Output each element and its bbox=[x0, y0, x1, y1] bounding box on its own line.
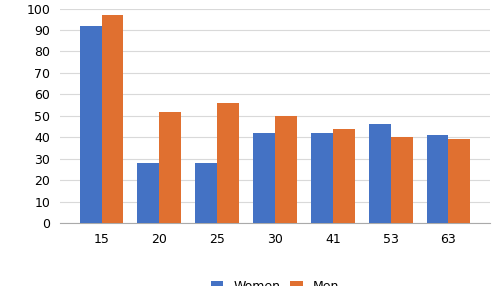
Bar bbox=[368, 124, 390, 223]
Bar bbox=[138, 163, 160, 223]
Bar bbox=[311, 133, 333, 223]
Bar bbox=[333, 129, 355, 223]
Bar bbox=[160, 112, 182, 223]
Bar bbox=[195, 163, 217, 223]
Bar bbox=[102, 15, 124, 223]
Bar bbox=[426, 135, 448, 223]
Bar bbox=[390, 137, 412, 223]
Bar bbox=[80, 26, 102, 223]
Legend: Women, Men: Women, Men bbox=[207, 277, 343, 286]
Bar bbox=[253, 133, 275, 223]
Bar bbox=[448, 139, 470, 223]
Bar bbox=[217, 103, 239, 223]
Bar bbox=[275, 116, 297, 223]
